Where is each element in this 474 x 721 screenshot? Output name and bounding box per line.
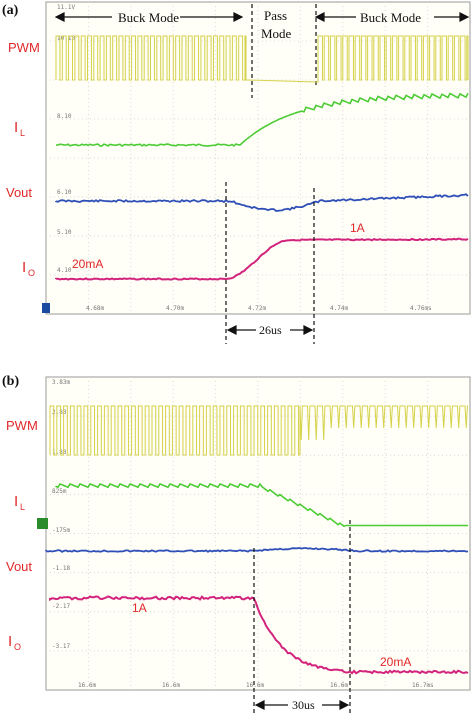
pwm-level-b: 2.83	[52, 409, 67, 416]
io-level2-b: -3.17	[52, 643, 70, 650]
xtick-a-1: 4.70m	[166, 305, 184, 312]
pwm-label-a: PWM	[8, 40, 40, 55]
xtick-b-2: 16.6m	[246, 682, 264, 689]
il-label-a: I	[14, 119, 18, 136]
io-20ma-label-b: 20mA	[380, 655, 411, 669]
pwm-label-b: PWM	[6, 418, 38, 433]
xtick-b-0: 16.6m	[78, 682, 96, 689]
io-1a-label-b: 1A	[132, 601, 147, 615]
io-1a-label-a: 1A	[350, 221, 365, 235]
interval-marker-a	[225, 182, 315, 344]
mode-arrows-a	[54, 4, 470, 98]
scale-top-a: 11.1V	[57, 4, 75, 11]
xtick-a-2: 4.72m	[248, 305, 266, 312]
pass-mode-label-line1: Pass	[264, 8, 287, 23]
vout-trace-b	[45, 547, 468, 553]
il-trace-a	[55, 92, 469, 147]
interval-label-a: 26us	[259, 323, 282, 337]
buck-mode-right-label: Buck Mode	[360, 10, 421, 25]
pass-mode-label-line2: Mode	[261, 26, 292, 41]
panel-b: (b) PWM I L Vout I O 3.83m 2.83 1.83 825…	[2, 374, 471, 716]
xtick-a-4: 4.76ms	[410, 305, 432, 312]
io-level1-b: -2.17	[52, 603, 70, 610]
scale-top-b: 3.83m	[52, 379, 70, 386]
panel-label-a: (a)	[2, 3, 19, 18]
io-level2-a: 4.10	[57, 267, 72, 274]
il-sub-label-b: L	[20, 502, 25, 512]
io-label-a: I	[22, 259, 26, 276]
xtick-b-4: 16.7ms	[412, 682, 434, 689]
scope-marker-a	[42, 303, 50, 313]
interval-label-b: 30us	[292, 698, 315, 712]
vout-trace-a	[55, 193, 469, 212]
io-20ma-label-a: 20mA	[72, 257, 103, 271]
pwm-level2-b: 1.83	[52, 449, 67, 456]
vout-label-b: Vout	[6, 559, 32, 574]
il-trace-b	[55, 482, 468, 528]
il-level-a: 8.10	[57, 113, 72, 120]
pwm-trace-a	[55, 35, 469, 83]
il-label-b: I	[14, 493, 18, 510]
panel-label-b: (b)	[2, 374, 19, 389]
io-sub-label-b: O	[14, 642, 21, 652]
il-level2-b: -175m	[52, 527, 70, 534]
io-level1-a: 5.10	[57, 229, 72, 236]
vout-level-a: 6.10	[57, 189, 72, 196]
buck-mode-left-label: Buck Mode	[118, 10, 179, 25]
xtick-b-1: 16.6m	[162, 682, 180, 689]
io-trace-b	[49, 595, 469, 675]
io-sub-label-a: O	[28, 268, 35, 278]
scope-marker-b	[37, 518, 48, 529]
interval-marker-b	[253, 520, 351, 716]
il-level-b: 825m	[52, 488, 67, 495]
io-trace-a	[55, 237, 469, 281]
panel-a: (a) Buck Mode Pass Mode Buck Mode PWM I …	[2, 1, 471, 344]
vout-level-b: -1.18	[52, 565, 70, 572]
xtick-a-0: 4.68m	[86, 305, 104, 312]
io-label-b: I	[8, 633, 12, 650]
pwm-trace-b	[49, 405, 468, 456]
il-sub-label-a: L	[20, 128, 25, 138]
xtick-b-3: 16.6m	[330, 682, 348, 689]
xtick-a-3: 4.74m	[330, 305, 348, 312]
vout-label-a: Vout	[6, 185, 32, 200]
